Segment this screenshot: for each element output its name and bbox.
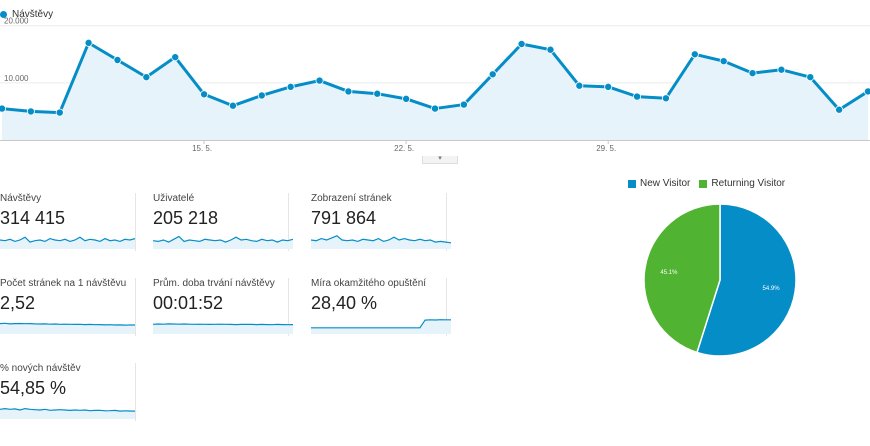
data-point[interactable] [777, 65, 786, 74]
metric-value: 54,85 % [0, 378, 67, 398]
pie-legend-label: New Visitor [640, 178, 691, 189]
metric-label: Uživatelé [153, 193, 195, 204]
pie-slice-returning-visitor[interactable] [643, 203, 721, 354]
data-point[interactable] [171, 53, 180, 62]
sparkline-line [0, 407, 135, 412]
x-tick-label: 29. 5. [596, 144, 616, 153]
metric-label: Prům. doba trvání návštěvy [153, 278, 275, 289]
data-point[interactable] [257, 91, 266, 100]
sparkline-area [311, 319, 451, 334]
chart-collapse-handle[interactable]: ▾ [422, 155, 458, 164]
data-point[interactable] [373, 89, 382, 98]
data-point[interactable] [517, 40, 526, 49]
metric-sparkline [0, 322, 135, 334]
sparkline-line [153, 323, 293, 326]
data-point[interactable] [806, 73, 815, 82]
metric-label: Zobrazení stránek [311, 193, 392, 204]
metric-value: 00:01:52 [153, 293, 224, 313]
pie-legend-label: Returning Visitor [711, 178, 786, 189]
sparkline-line [311, 319, 451, 329]
metric-value: 314 415 [0, 208, 66, 228]
metric-sparkline [0, 236, 135, 249]
metric-sparkline [153, 323, 293, 334]
legend-label: Návštěvy [12, 8, 54, 20]
series-area [2, 42, 868, 140]
metric-value: 28,40 % [311, 293, 378, 313]
metric-label: Míra okamžitého opuštění [311, 278, 427, 289]
metric-avg-visit-duration[interactable]: Prům. doba trvání návštěvy 00:01:52 [153, 278, 293, 336]
metric-visits[interactable]: Návštěvy 314 415 [0, 193, 136, 251]
y-tick-label: 10.000 [4, 74, 29, 83]
y-tick-label: 20.000 [4, 17, 29, 26]
data-point[interactable] [864, 87, 870, 96]
metric-value: 791 864 [311, 208, 377, 228]
metric-users[interactable]: Uživatelé 205 218 [153, 193, 293, 251]
metric-sparkline [153, 235, 293, 249]
data-point[interactable] [26, 107, 35, 116]
sparkline-line [0, 236, 135, 243]
data-point[interactable] [459, 100, 468, 109]
metric-label: Počet stránek na 1 návštěvu [0, 278, 127, 289]
x-tick-label: 22. 5. [394, 144, 414, 153]
metric-value: 205 218 [153, 208, 219, 228]
metric-label: Návštěvy [0, 193, 42, 204]
sparkline-line [0, 322, 135, 326]
metric-label: % nových návštěv [0, 363, 81, 374]
data-point[interactable] [344, 87, 353, 96]
metric-sparkline [311, 319, 451, 334]
metric-pages-per-visit[interactable]: Počet stránek na 1 návštěvu 2,52 [0, 278, 136, 336]
data-point[interactable] [200, 90, 209, 99]
pie-slice-label: 45.1% [660, 270, 678, 276]
metric-value: 2,52 [0, 293, 36, 313]
data-point[interactable] [113, 56, 122, 65]
data-point[interactable] [661, 94, 670, 103]
sparkline-line [311, 235, 451, 244]
metric-sparkline [0, 407, 135, 419]
sparkline-area [0, 408, 135, 419]
data-point[interactable] [55, 108, 64, 117]
data-point[interactable] [142, 73, 151, 82]
sparkline-area [0, 323, 135, 334]
data-point[interactable] [748, 69, 757, 78]
data-point[interactable] [835, 105, 844, 114]
visits-line-chart: 20.000 10.000 15. 5. 22. 5. 29. 5. [0, 17, 870, 153]
data-point[interactable] [430, 104, 439, 113]
data-point[interactable] [719, 57, 728, 66]
pie-slice-new-visitor[interactable] [696, 203, 797, 357]
sparkline-line [153, 235, 293, 243]
data-point[interactable] [488, 70, 497, 79]
data-point[interactable] [546, 45, 555, 54]
sparkline-area [0, 237, 135, 249]
sparkline-area [153, 323, 293, 334]
data-point[interactable] [286, 82, 295, 91]
metric-sparkline [311, 235, 451, 249]
pie-slice-label: 54.9% [763, 286, 781, 292]
chart-legend: Návštěvy [0, 7, 53, 21]
legend-swatch-icon [699, 179, 708, 188]
sparkline-area [311, 235, 451, 249]
data-point[interactable] [315, 76, 324, 85]
legend-dot-icon [0, 10, 7, 18]
legend-swatch-icon [628, 179, 636, 188]
data-point[interactable] [633, 92, 642, 101]
data-point[interactable] [575, 81, 584, 90]
pie-legend: New Visitor Returning Visitor [628, 178, 794, 189]
data-point[interactable] [690, 50, 699, 59]
visitor-type-pie-chart: 54.9% 45.1% [643, 203, 797, 357]
metric-pageviews[interactable]: Zobrazení stránek 791 864 [311, 193, 451, 251]
metric-bounce-rate[interactable]: Míra okamžitého opuštění 28,40 % [311, 278, 451, 336]
data-point[interactable] [402, 94, 411, 103]
pie-legend-item-new[interactable]: New Visitor [628, 178, 690, 189]
data-point[interactable] [228, 101, 237, 110]
data-point[interactable] [84, 38, 93, 47]
data-point[interactable] [0, 104, 6, 113]
pie-legend-item-returning[interactable]: Returning Visitor [699, 178, 785, 189]
sparkline-area [153, 236, 293, 249]
data-point[interactable] [604, 82, 613, 91]
x-tick-label: 15. 5. [192, 144, 212, 153]
metric-new-visits-pct[interactable]: % nových návštěv 54,85 % [0, 363, 136, 421]
